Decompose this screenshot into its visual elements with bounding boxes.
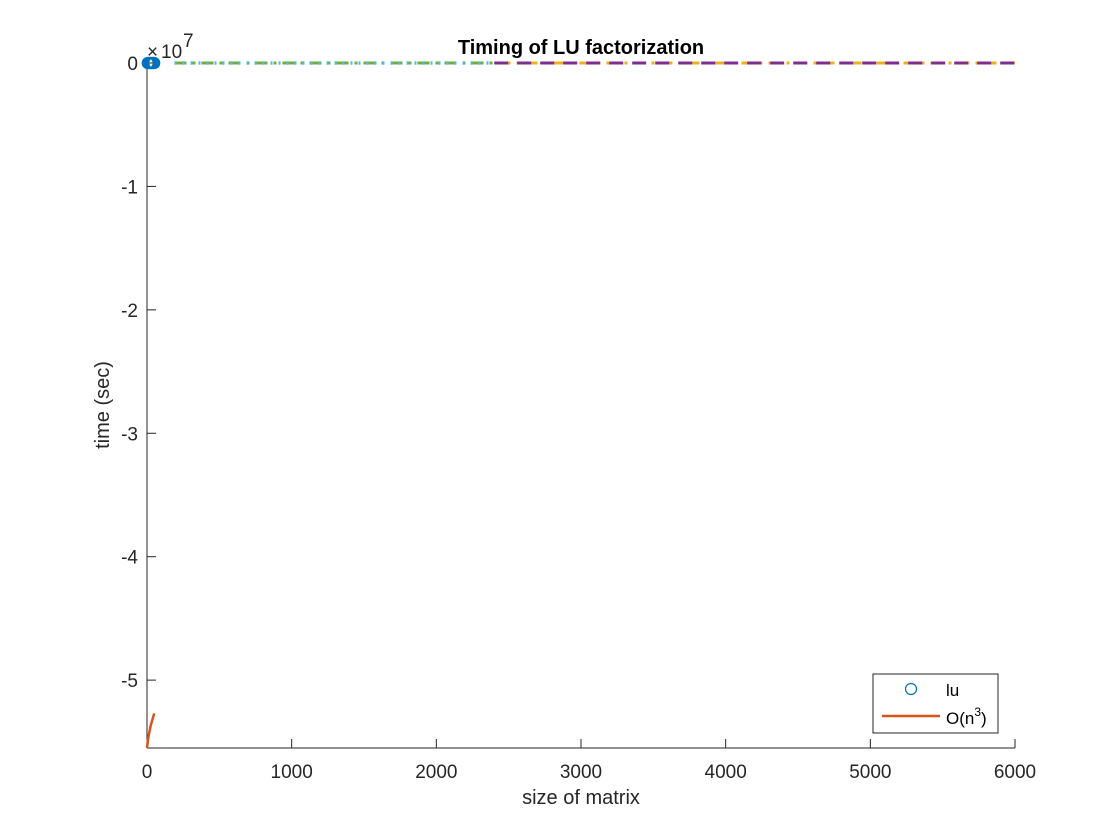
x-tick-label: 1000: [271, 762, 313, 783]
series-line-1: [145, 713, 156, 749]
legend-label-on3-main: O(n: [946, 709, 974, 728]
x-axis-label: size of matrix: [522, 787, 640, 809]
y-tick-label: -1: [121, 177, 138, 198]
y-tick-label: -5: [121, 671, 138, 692]
legend-label-on3-end: ): [981, 709, 987, 728]
x-tick-label: 5000: [849, 762, 891, 783]
y-tick-label: -3: [121, 424, 138, 445]
y-exponent-power: 7: [183, 31, 194, 52]
legend-label-lu: lu: [946, 681, 959, 700]
y-exponent-times: ×: [147, 42, 158, 63]
series-group: [141, 56, 1015, 749]
y-tick-label: 0: [127, 54, 138, 75]
legend-label-on3: O(n3): [946, 705, 987, 728]
y-tick-label: -2: [121, 301, 138, 322]
x-tick-label: 6000: [994, 762, 1036, 783]
chart-title: Timing of LU factorization: [458, 37, 704, 59]
legend-marker-lu: [904, 682, 918, 696]
lu-data-point: [148, 56, 161, 70]
x-tick-label: 4000: [705, 762, 747, 783]
legend-box: [872, 673, 999, 734]
y-exponent-base: 10: [161, 42, 182, 63]
legend-label-on3-sup: 3: [974, 705, 981, 719]
x-tick-label: 3000: [560, 762, 602, 783]
x-tick-label: 0: [142, 762, 153, 783]
y-axis-label: time (sec): [92, 361, 114, 449]
y-tick-label: -4: [121, 548, 138, 569]
legend: lu O(n3): [872, 673, 999, 734]
x-tick-label: 2000: [415, 762, 457, 783]
ticks-group: 0 1000 2000 3000 4000 5000 6000 0 -1 -2 -3 -4 -5: [121, 54, 1036, 783]
